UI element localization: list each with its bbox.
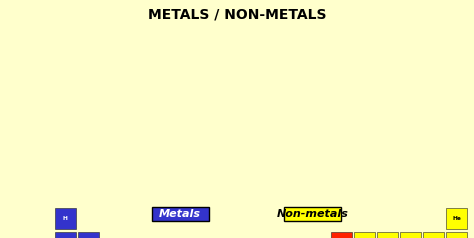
- Text: He: He: [452, 216, 461, 221]
- Text: METALS / NON-METALS: METALS / NON-METALS: [148, 7, 326, 21]
- FancyBboxPatch shape: [446, 232, 467, 238]
- FancyBboxPatch shape: [55, 208, 76, 229]
- Text: H: H: [63, 216, 68, 221]
- FancyBboxPatch shape: [284, 207, 341, 221]
- FancyBboxPatch shape: [400, 232, 421, 238]
- Text: Metals: Metals: [159, 209, 201, 219]
- FancyBboxPatch shape: [423, 232, 444, 238]
- FancyBboxPatch shape: [331, 232, 352, 238]
- FancyBboxPatch shape: [55, 232, 76, 238]
- FancyBboxPatch shape: [377, 232, 398, 238]
- FancyBboxPatch shape: [78, 232, 99, 238]
- FancyBboxPatch shape: [446, 208, 467, 229]
- FancyBboxPatch shape: [354, 232, 375, 238]
- FancyBboxPatch shape: [152, 207, 209, 221]
- Text: Non-metals: Non-metals: [277, 209, 349, 219]
